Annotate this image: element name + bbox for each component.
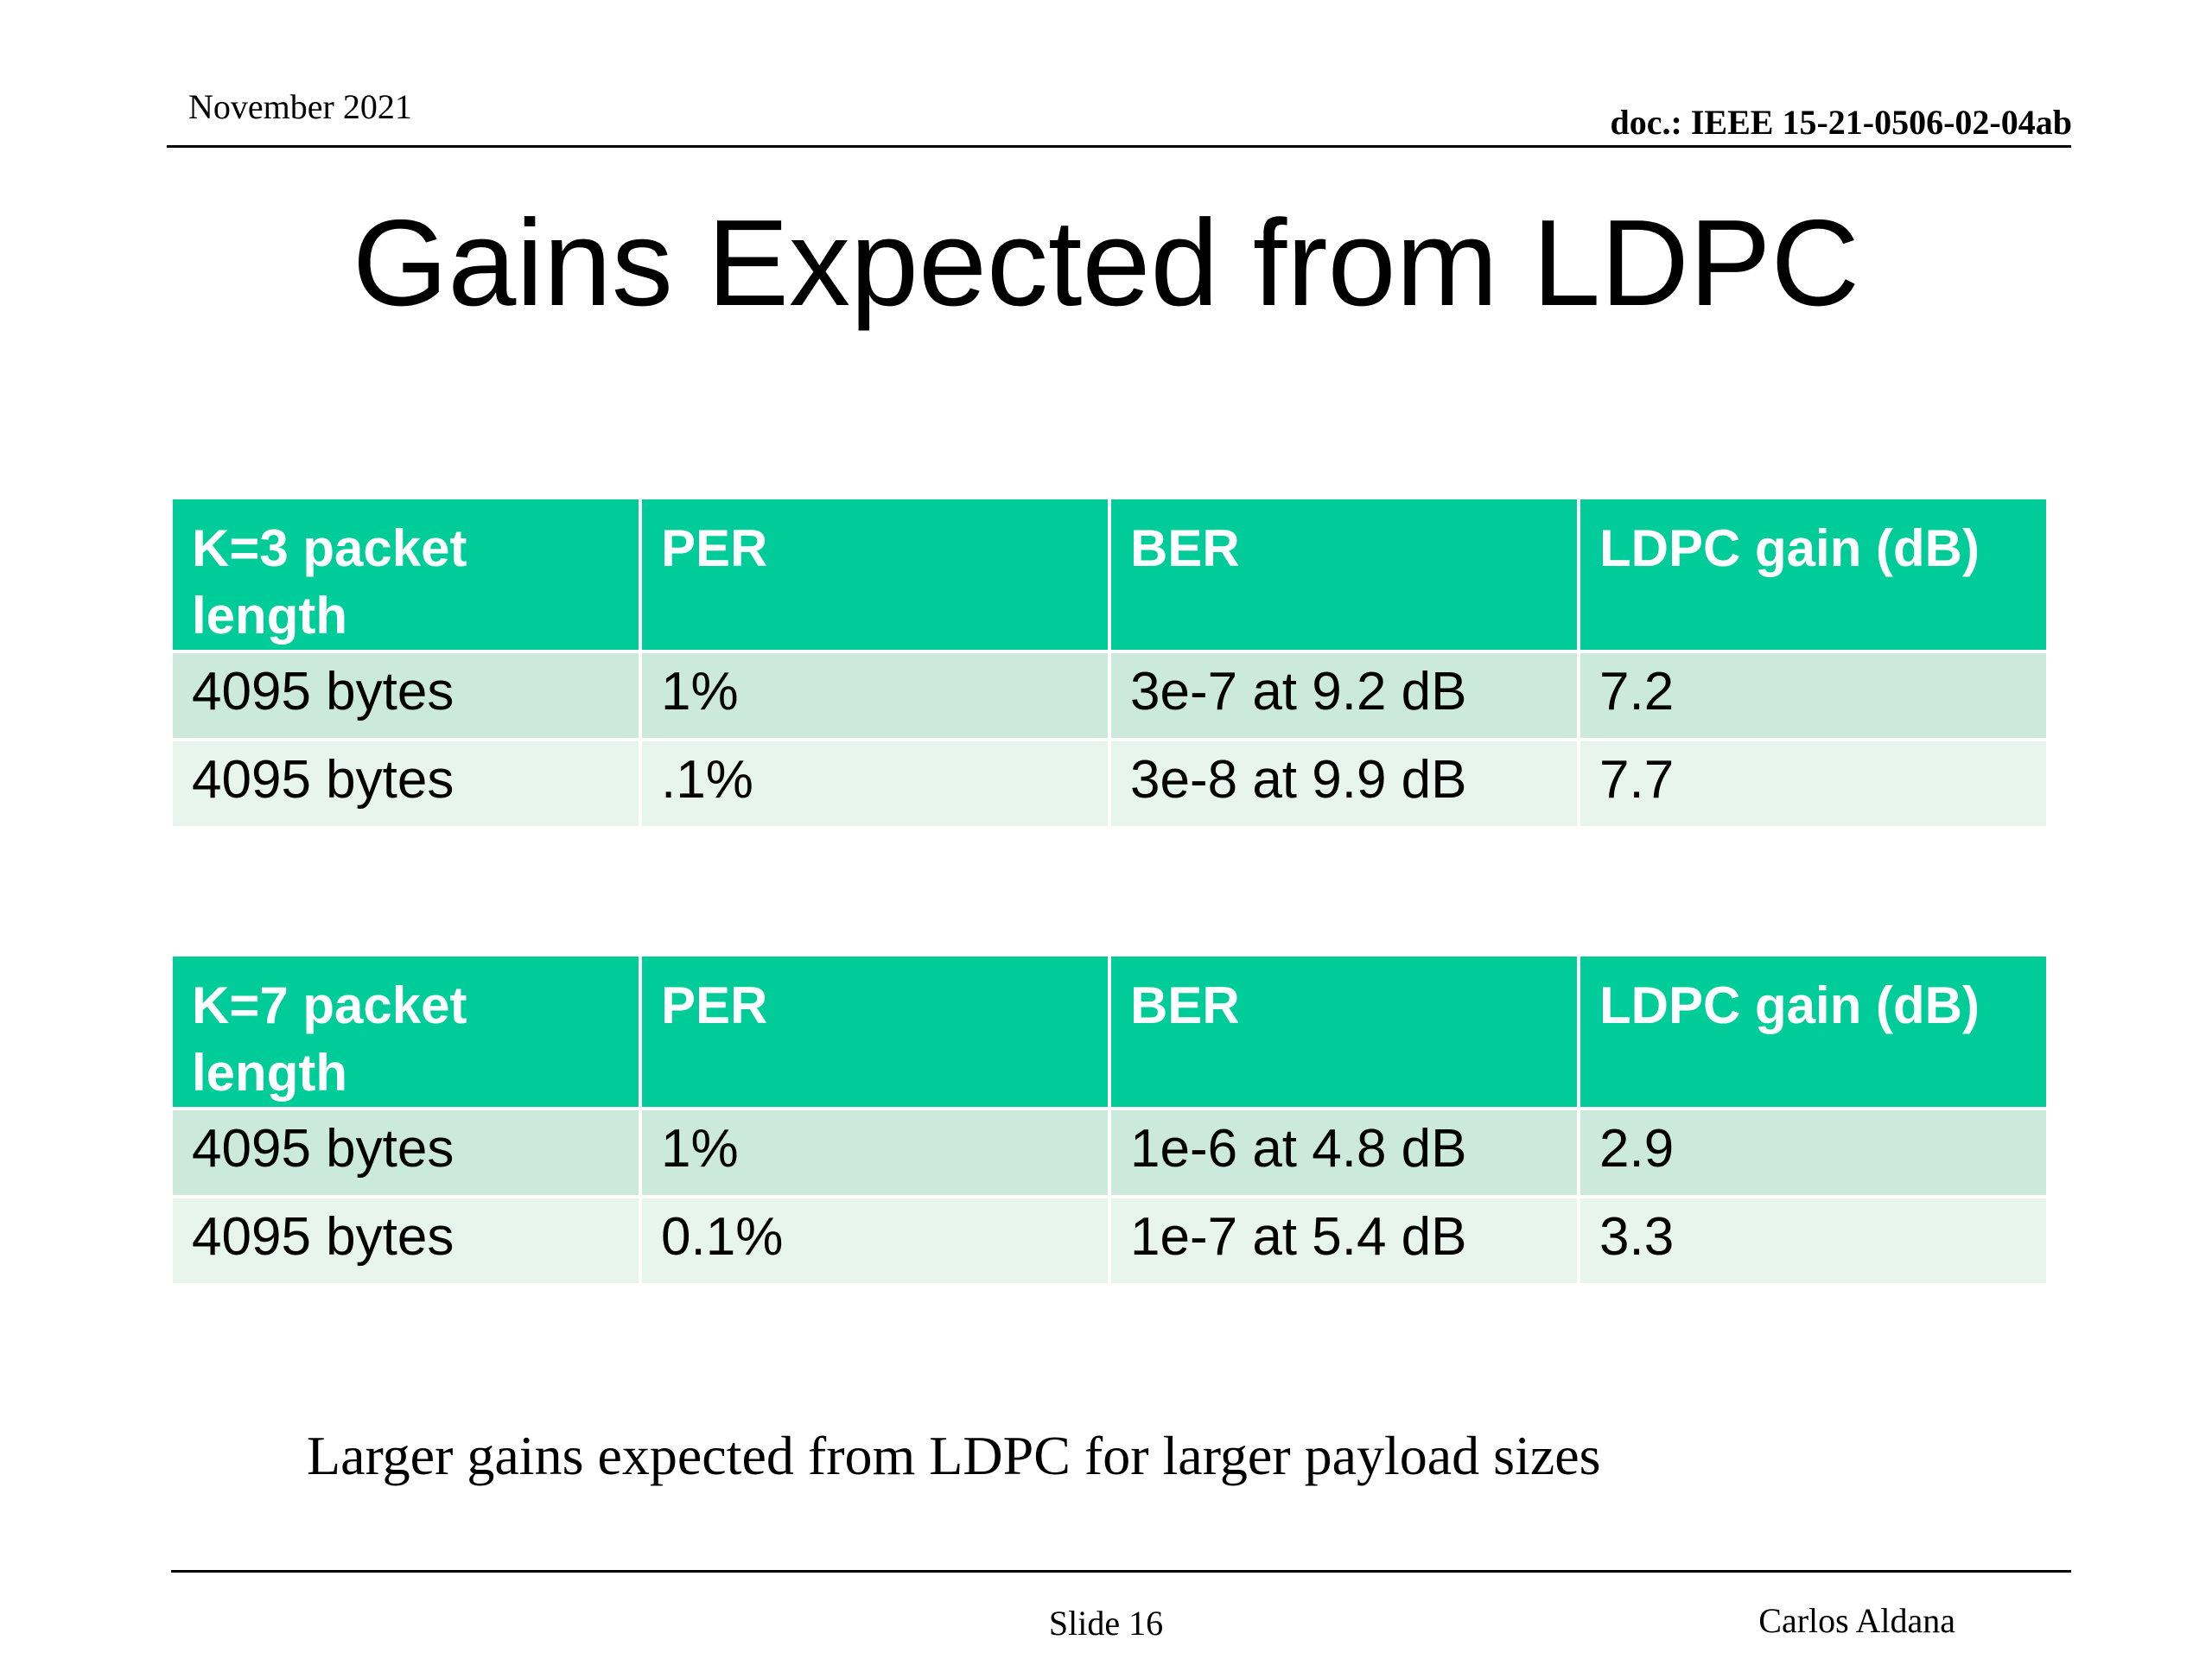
- cell-ber: 3e-7 at 9.2 dB: [1111, 653, 1577, 738]
- column-header-ber: BER: [1111, 957, 1577, 1107]
- column-header-per: PER: [642, 957, 1108, 1107]
- cell-packet-length: 4095 bytes: [173, 741, 639, 826]
- cell-ber: 3e-8 at 9.9 dB: [1111, 741, 1577, 826]
- table-header-row: K=7 packet length PER BER LDPC gain (dB): [173, 957, 2046, 1107]
- cell-ldpc-gain: 7.2: [1580, 653, 2046, 738]
- summary-note: Larger gains expected from LDPC for larg…: [307, 1425, 1601, 1486]
- cell-packet-length: 4095 bytes: [173, 1198, 639, 1283]
- k7-results-table: K=7 packet length PER BER LDPC gain (dB)…: [169, 953, 2050, 1287]
- cell-per: 1%: [642, 1110, 1108, 1195]
- column-header-ber: BER: [1111, 499, 1577, 650]
- slide-title: Gains Expected from LDPC: [352, 194, 1860, 332]
- column-header-ldpc-gain: LDPC gain (dB): [1580, 499, 2046, 650]
- column-header-ldpc-gain: LDPC gain (dB): [1580, 957, 2046, 1107]
- cell-per: 0.1%: [642, 1198, 1108, 1283]
- footer-divider: [171, 1570, 2071, 1573]
- table-row: 4095 bytes 1% 3e-7 at 9.2 dB 7.2: [173, 653, 2046, 738]
- table-row: 4095 bytes .1% 3e-8 at 9.9 dB 7.7: [173, 741, 2046, 826]
- author-name: Carlos Aldana: [1758, 1601, 1955, 1640]
- cell-ldpc-gain: 3.3: [1580, 1198, 2046, 1283]
- cell-ber: 1e-6 at 4.8 dB: [1111, 1110, 1577, 1195]
- cell-per: 1%: [642, 653, 1108, 738]
- header-doc-id: doc.: IEEE 15-21-0506-02-04ab: [1610, 103, 2072, 142]
- table-row: 4095 bytes 1% 1e-6 at 4.8 dB 2.9: [173, 1110, 2046, 1195]
- column-header-packet-length: K=7 packet length: [173, 957, 639, 1107]
- k3-results-table: K=3 packet length PER BER LDPC gain (dB)…: [169, 496, 2050, 830]
- cell-packet-length: 4095 bytes: [173, 1110, 639, 1195]
- cell-ber: 1e-7 at 5.4 dB: [1111, 1198, 1577, 1283]
- table-header-row: K=3 packet length PER BER LDPC gain (dB): [173, 499, 2046, 650]
- cell-ldpc-gain: 7.7: [1580, 741, 2046, 826]
- slide-number: Slide 16: [1048, 1604, 1164, 1643]
- column-header-packet-length: K=3 packet length: [173, 499, 639, 650]
- cell-packet-length: 4095 bytes: [173, 653, 639, 738]
- column-header-per: PER: [642, 499, 1108, 650]
- cell-ldpc-gain: 2.9: [1580, 1110, 2046, 1195]
- table-row: 4095 bytes 0.1% 1e-7 at 5.4 dB 3.3: [173, 1198, 2046, 1283]
- header-date: November 2021: [188, 87, 412, 126]
- header-divider: [167, 145, 2071, 148]
- cell-per: .1%: [642, 741, 1108, 826]
